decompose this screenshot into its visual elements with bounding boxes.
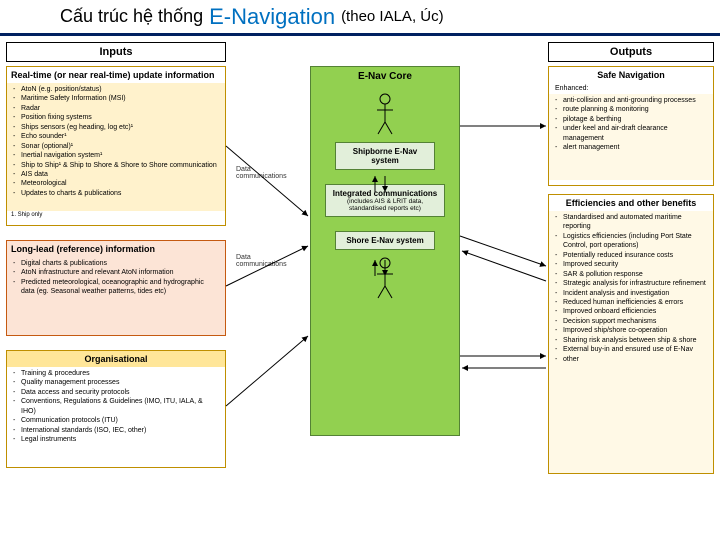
- outputs-header: Outputs: [548, 42, 714, 62]
- inputs-rt-footnote: 1. Ship only: [7, 211, 225, 219]
- list-item: Echo sounder¹: [21, 132, 219, 141]
- list-item: Improved security: [563, 260, 707, 269]
- diagram-canvas: Inputs Outputs Real-time (or near real-t…: [0, 36, 720, 540]
- list-item: Predicted meteorological, oceanographic …: [21, 278, 219, 297]
- list-item: AtoN infrastructure and relevant AtoN in…: [21, 268, 219, 277]
- list-item: Radar: [21, 104, 219, 113]
- comm-label-1: Data communications: [236, 166, 296, 180]
- list-item: Decision support mechanisms: [563, 317, 707, 326]
- list-item: Sharing risk analysis between ship & sho…: [563, 336, 707, 345]
- outputs-eff-panel: Efficiencies and other benefits Standard…: [548, 194, 714, 474]
- comm-label-2: Data communications: [236, 254, 296, 268]
- outputs-safe-panel: Safe Navigation Enhanced: anti-collision…: [548, 66, 714, 186]
- out-safe-title: Safe Navigation: [549, 67, 713, 83]
- ship-user-icon: [373, 92, 397, 136]
- inputs-header: Inputs: [6, 42, 226, 62]
- list-item: Incident analysis and investigation: [563, 289, 707, 298]
- list-item: External buy-in and ensured use of E-Nav: [563, 345, 707, 354]
- shore-user-icon: [373, 256, 397, 300]
- core-shore-box: Shore E-Nav system: [335, 231, 435, 250]
- list-item: AtoN (e.g. position/status): [21, 85, 219, 94]
- list-item: Improved onboard efficiencies: [563, 307, 707, 316]
- list-item: Meteorological: [21, 179, 219, 188]
- list-item: Strategic analysis for infrastructure re…: [563, 279, 707, 288]
- out-eff-list: Standardised and automated maritime repo…: [549, 211, 713, 368]
- inputs-org-panel: Organisational Training & proceduresQual…: [6, 350, 226, 468]
- inputs-ll-title: Long-lead (reference) information: [7, 241, 225, 257]
- list-item: Logistics efficiencies (including Port S…: [563, 232, 707, 251]
- list-item: anti-collision and anti-grounding proces…: [563, 96, 707, 105]
- title-main: E-Navigation: [209, 4, 335, 30]
- core-comm-box: Integrated communications (includes AIS …: [325, 184, 445, 217]
- out-safe-sub: Enhanced:: [549, 83, 713, 94]
- list-item: pilotage & berthing: [563, 115, 707, 124]
- title-post: (theo IALA, Úc): [341, 8, 444, 25]
- list-item: Data access and security protocols: [21, 388, 219, 397]
- title-bar: Cấu trúc hệ thống E-Navigation (theo IAL…: [0, 0, 720, 36]
- title-pre: Cấu trúc hệ thống: [60, 6, 203, 27]
- list-item: International standards (ISO, IEC, other…: [21, 426, 219, 435]
- list-item: Maritime Safety Information (MSI): [21, 94, 219, 103]
- list-item: Conventions, Regulations & Guidelines (I…: [21, 397, 219, 416]
- list-item: Reduced human inefficiencies & errors: [563, 298, 707, 307]
- list-item: Ship to Ship¹ & Ship to Shore & Shore to…: [21, 161, 219, 170]
- list-item: Training & procedures: [21, 369, 219, 378]
- list-item: SAR & pollution response: [563, 270, 707, 279]
- list-item: Inertial navigation system¹: [21, 151, 219, 160]
- list-item: Digital charts & publications: [21, 259, 219, 268]
- inputs-org-list: Training & proceduresQuality management …: [7, 367, 225, 449]
- core-ship-box: Shipborne E-Nav system: [335, 142, 435, 170]
- out-eff-title: Efficiencies and other benefits: [549, 195, 713, 211]
- enav-core: E-Nav Core Shipborne E-Nav system Integr…: [310, 66, 460, 436]
- inputs-ll-list: Digital charts & publicationsAtoN infras…: [7, 257, 225, 301]
- list-item: Improved ship/shore co-operation: [563, 326, 707, 335]
- core-comm-sub: (includes AIS & LRIT data, standardised …: [328, 198, 442, 212]
- inputs-longlead-panel: Long-lead (reference) information Digita…: [6, 240, 226, 336]
- inputs-rt-list: AtoN (e.g. position/status)Maritime Safe…: [7, 83, 225, 202]
- inputs-realtime-panel: Real-time (or near real-time) update inf…: [6, 66, 226, 226]
- out-safe-list: anti-collision and anti-grounding proces…: [549, 94, 713, 157]
- inputs-org-title: Organisational: [7, 351, 225, 367]
- list-item: Sonar (optional)¹: [21, 142, 219, 151]
- core-comm-label: Integrated communications: [333, 189, 437, 198]
- list-item: Legal instruments: [21, 435, 219, 444]
- inputs-rt-title: Real-time (or near real-time) update inf…: [7, 67, 225, 83]
- list-item: route planning & monitoring: [563, 105, 707, 114]
- list-item: Position fixing systems: [21, 113, 219, 122]
- list-item: Communication protocols (ITU): [21, 416, 219, 425]
- list-item: under keel and air-draft clearance manag…: [563, 124, 707, 143]
- list-item: Standardised and automated maritime repo…: [563, 213, 707, 232]
- list-item: alert management: [563, 143, 707, 152]
- list-item: Updates to charts & publications: [21, 189, 219, 198]
- list-item: Potentially reduced insurance costs: [563, 251, 707, 260]
- list-item: AIS data: [21, 170, 219, 179]
- core-title: E-Nav Core: [311, 67, 459, 86]
- list-item: Ships sensors (eg heading, log etc)¹: [21, 123, 219, 132]
- list-item: Quality management processes: [21, 378, 219, 387]
- list-item: other: [563, 355, 707, 364]
